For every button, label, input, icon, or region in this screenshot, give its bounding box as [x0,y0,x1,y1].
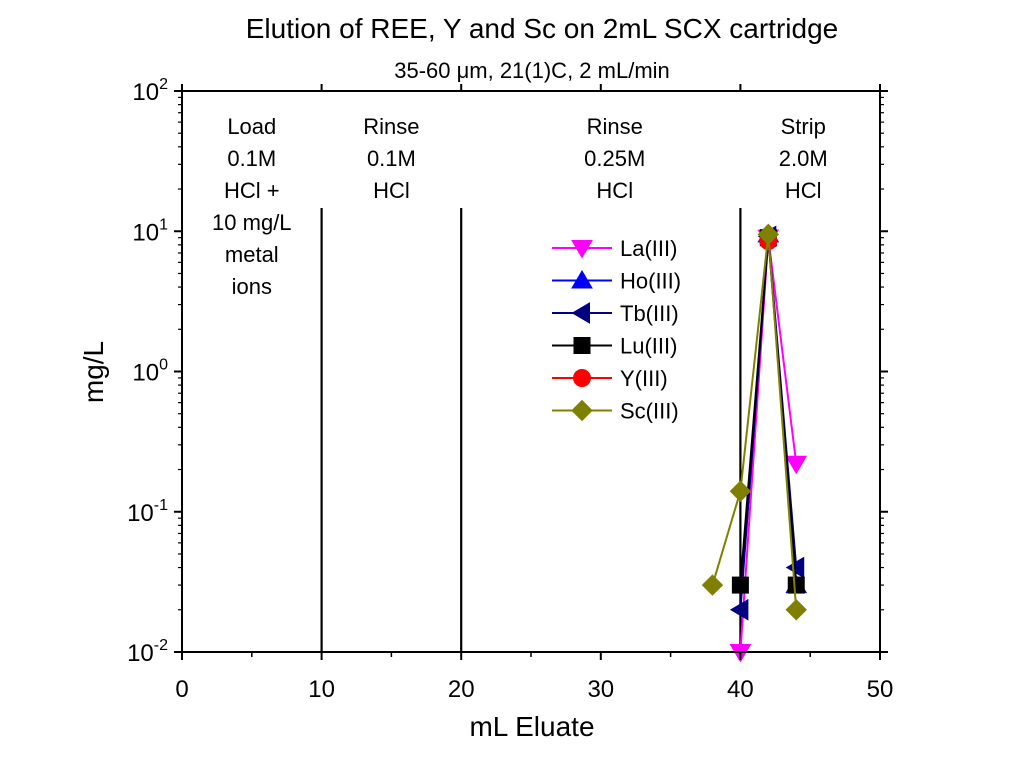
y-tick-label: 100 [132,357,168,387]
y-tick-label: 102 [132,76,168,106]
y-axis-label: mg/L [78,341,109,403]
chart-title: Elution of REE, Y and Sc on 2mL SCX cart… [246,13,838,44]
phase-label-line: HCl [373,178,410,203]
phase-label-line: metal [225,242,279,267]
legend-marker [571,240,593,259]
legend-item: Tb(III) [552,301,679,326]
series-luiii [731,229,805,594]
y-tick-label: 101 [132,216,168,246]
x-axis-label: mL Eluate [469,711,594,742]
legend-item: Sc(III) [552,399,679,424]
x-tick-label: 40 [727,676,754,703]
phase-label-line: 10 mg/L [212,210,292,235]
legend-label: Lu(III) [620,334,677,359]
series-layer [701,223,808,663]
phase-labels: Load 0.1M HCl + 10 mg/L metal ions Rinse 0.1M HC… [212,114,828,299]
legend-item: Ho(III) [552,269,681,294]
phase-label-line: ions [232,274,272,299]
y-tick-label: 10-2 [127,637,168,667]
legend-label: Sc(III) [620,399,679,424]
legend-label: Y(III) [620,366,668,391]
series-sciii [701,223,807,621]
x-tick-label: 50 [867,676,894,703]
phase-label-line: Rinse [587,114,643,139]
phase-label-line: HCl [596,178,633,203]
legend-item: Lu(III) [552,334,677,359]
legend: La(III) Ho(III) Tb(III) Lu(III) Y(III) Sc(III… [552,236,681,424]
legend-marker [573,337,591,354]
phase-label-line: Strip [781,114,826,139]
phase-label-line: 0.1M [367,146,416,171]
legend-label: Tb(III) [620,301,679,326]
data-point [787,576,805,594]
x-tick-label: 30 [587,676,614,703]
legend-item: Y(III) [552,366,668,391]
x-tick-label: 0 [175,676,188,703]
legend-marker [571,399,593,422]
legend-marker [571,270,593,289]
phase-label-line: HCl [785,178,822,203]
x-tick-label: 20 [448,676,475,703]
series-line [711,234,798,610]
data-point [729,598,749,621]
data-point [701,574,724,596]
legend-marker [573,369,591,387]
phase-label-line: 0.1M [227,146,276,171]
data-point [757,223,780,246]
phase-label-line: HCl + [224,178,280,203]
y-tick-label: 10-1 [127,497,168,527]
legend-label: Ho(III) [620,269,681,294]
phase-label-line: Rinse [363,114,419,139]
plot-frame [181,90,881,653]
axes: 0 10 20 30 40 50 10-2 10-1 100 101 102 [127,76,893,703]
chart-subtitle: 35-60 μm, 21(1)C, 2 mL/min [394,58,670,83]
phase-label-line: 2.0M [779,146,828,171]
phase-label-line: 0.25M [584,146,645,171]
x-tick-label: 10 [308,676,335,703]
legend-label: La(III) [620,236,677,261]
phase-label-line: Load [227,114,276,139]
data-point [785,455,808,475]
data-point [785,599,807,621]
data-point [731,576,749,594]
legend-item: La(III) [552,236,677,261]
legend-marker [571,302,590,324]
data-point [729,480,752,502]
